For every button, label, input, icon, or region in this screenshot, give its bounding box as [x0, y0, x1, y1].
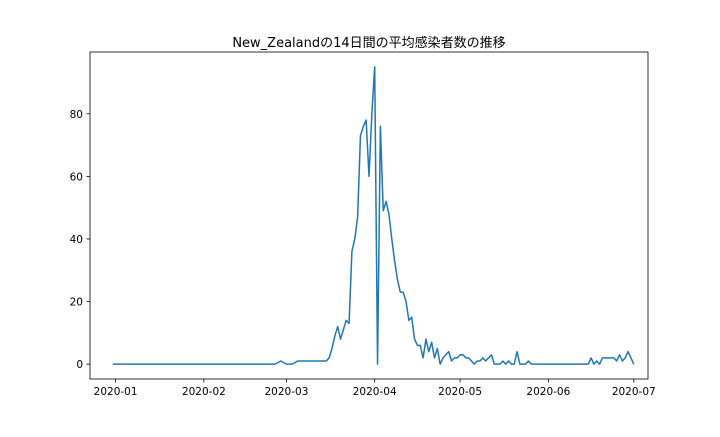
y-tick-label: 80	[70, 109, 83, 121]
x-tick-label: 2020-05	[438, 386, 482, 398]
x-tick-label: 2020-04	[353, 386, 397, 398]
y-tick-label: 20	[70, 297, 83, 309]
plot-frame	[89, 51, 649, 380]
y-tick-label: 40	[70, 234, 83, 246]
x-tick-label: 2020-01	[94, 386, 138, 398]
x-tick-label: 2020-02	[182, 386, 226, 398]
x-tick-label: 2020-06	[526, 386, 570, 398]
y-axis: 0 20 40 60 80	[70, 109, 90, 371]
x-axis: 2020-01 2020-02 2020-03 2020-04 2020-05 2020-…	[94, 379, 656, 398]
y-tick-label: 60	[70, 171, 83, 183]
y-tick-label: 0	[76, 359, 83, 371]
chart-title: New_Zealandの14日間の平均感染者数の推移	[232, 35, 505, 51]
series-line	[112, 66, 635, 365]
x-tick-label: 2020-03	[265, 386, 309, 398]
x-tick-label: 2020-07	[612, 386, 656, 398]
series-layer	[112, 66, 635, 365]
